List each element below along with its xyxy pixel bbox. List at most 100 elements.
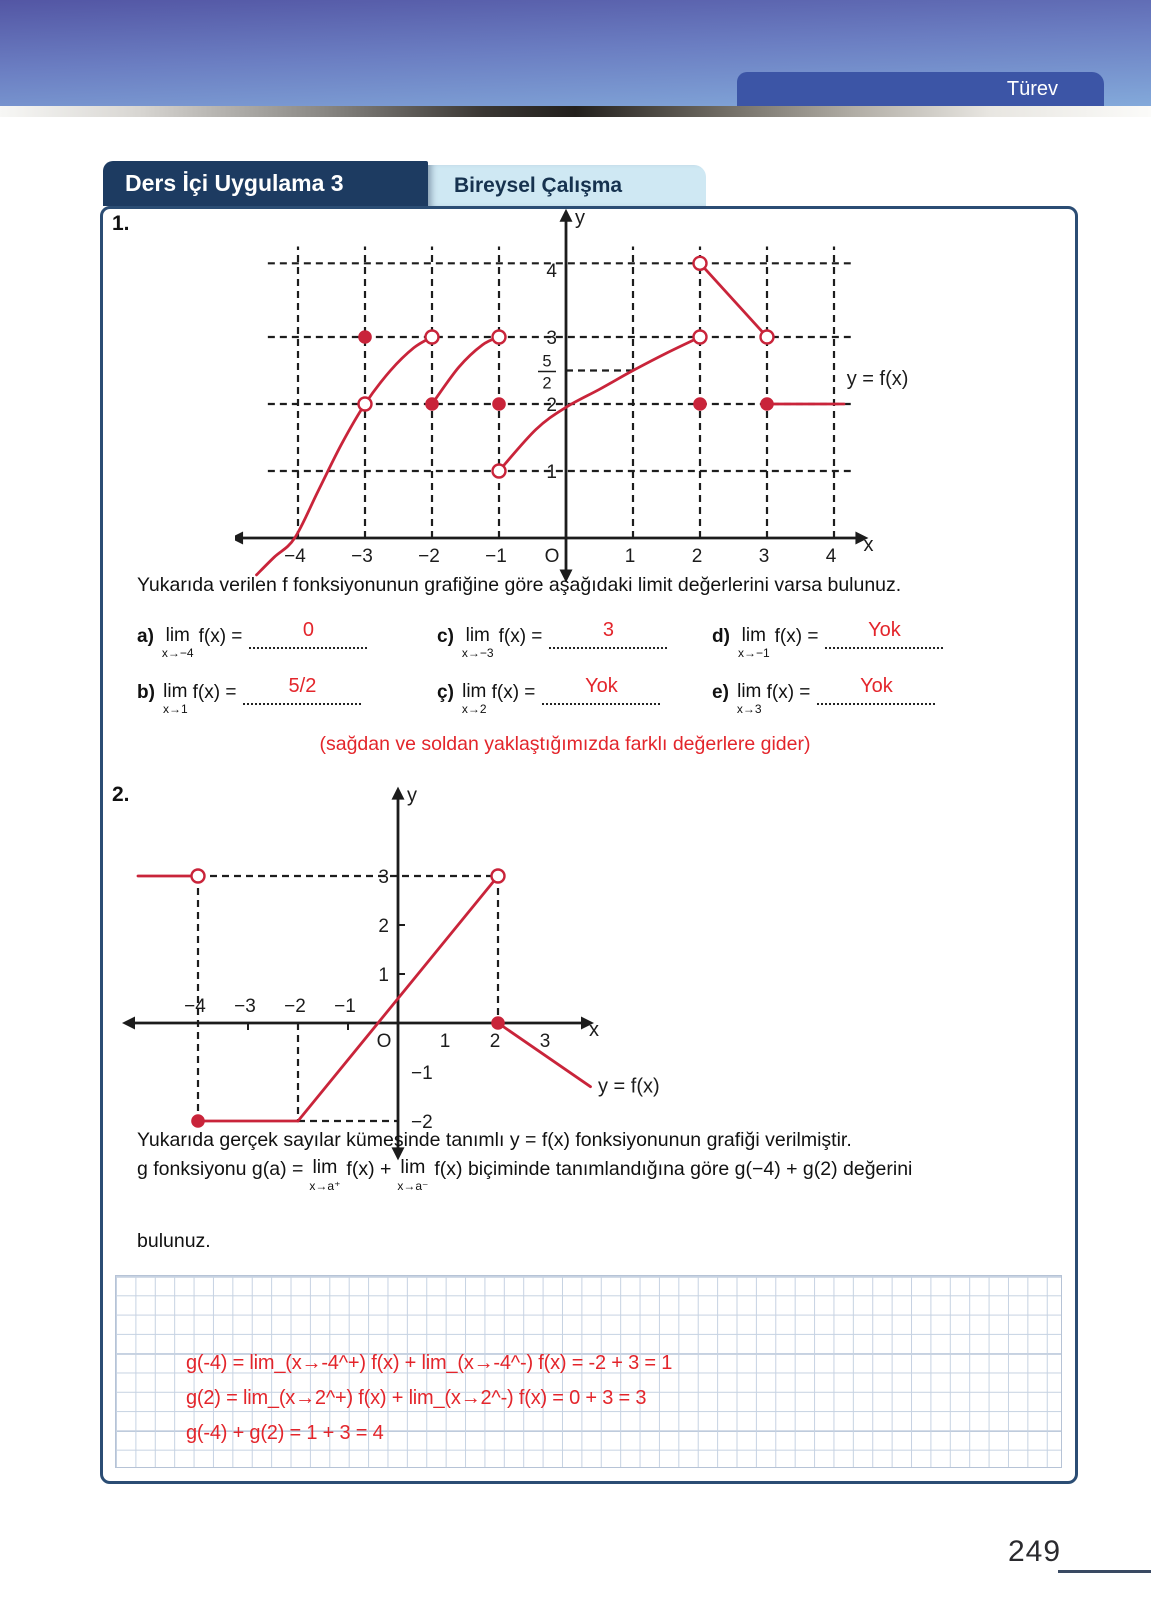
fx-equals: f(x) =	[198, 626, 243, 647]
page-number: 249	[1008, 1535, 1062, 1568]
handwritten-answer: Yok	[585, 675, 618, 697]
svg-text:O: O	[545, 546, 560, 567]
solution-grid-paper: g(-4) = lim_(x→-4^+) f(x) + lim_(x→-4^-)…	[115, 1275, 1062, 1468]
limit-subscript: x→−4	[161, 646, 194, 660]
limit-subscript: x→a⁻	[397, 1178, 429, 1193]
header-divider-band	[0, 106, 1151, 117]
answer-blank: 3	[549, 619, 668, 649]
svg-text:y = f(x): y = f(x)	[847, 368, 909, 390]
svg-text:y: y	[575, 207, 585, 229]
question2-number: 2.	[112, 783, 130, 806]
limit-notation-plus: lim x→a⁺	[309, 1156, 341, 1193]
svg-text:4: 4	[826, 546, 837, 567]
question1-prompt: Yukarıda verilen f fonksiyonunun grafiği…	[137, 574, 902, 596]
svg-text:2: 2	[490, 1031, 501, 1052]
svg-text:−4: −4	[284, 546, 306, 567]
handwritten-solution: g(-4) = lim_(x→-4^+) f(x) + lim_(x→-4^-)…	[186, 1346, 672, 1451]
fx-equals: f(x) =	[766, 682, 811, 703]
limit-subscript: x→1	[162, 702, 188, 716]
handwritten-answer: 5/2	[288, 675, 317, 697]
limit-notation: lim x→1	[162, 681, 188, 716]
limit-item-d: d) lim x→−1 f(x) = Yok	[712, 619, 944, 660]
question2-line2: g fonksiyonu g(a) = lim x→a⁺ f(x) + lim …	[137, 1156, 913, 1193]
svg-text:3: 3	[546, 328, 557, 349]
svg-text:3: 3	[378, 867, 389, 888]
limit-notation: lim x→−3	[461, 625, 494, 660]
handwritten-answer: 3	[602, 619, 614, 641]
fx-equals: f(x) =	[498, 626, 543, 647]
svg-text:x: x	[863, 534, 873, 556]
answer-blank: Yok	[825, 619, 944, 649]
svg-text:−1: −1	[411, 1063, 433, 1084]
fx-equals: f(x) =	[491, 682, 536, 703]
svg-text:1: 1	[378, 965, 389, 986]
svg-text:x: x	[589, 1019, 599, 1041]
lesson-title-tab: Ders İçi Uygulama 3	[103, 161, 428, 206]
limit-item-c: c) lim x→−3 f(x) = 3	[437, 619, 668, 660]
svg-text:O: O	[377, 1031, 392, 1052]
limit-subscript: x→−1	[737, 646, 770, 660]
limit-subscript: x→3	[736, 702, 762, 716]
svg-text:−3: −3	[234, 996, 256, 1017]
svg-text:2: 2	[692, 546, 703, 567]
question1-graph: x y O −4 −3 −2 −1 1 2 3 4 1 2 3 4 5 2 y = f(x)	[230, 205, 935, 597]
limit-item-b: b) lim x→1 f(x) = 5/2	[137, 675, 362, 716]
limit-notation-minus: lim x→a⁻	[397, 1156, 429, 1193]
limit-notation: lim x→−4	[161, 625, 194, 660]
svg-text:3: 3	[540, 1031, 551, 1052]
handwritten-answer: 0	[302, 619, 314, 641]
handwritten-answer: Yok	[860, 675, 893, 697]
item-key: a)	[137, 626, 154, 647]
lesson-subtitle-tab: Bireysel Çalışma	[428, 165, 706, 206]
svg-text:−2: −2	[418, 546, 440, 567]
answer-blank: Yok	[542, 675, 661, 705]
svg-text:1: 1	[625, 546, 636, 567]
handwritten-note: (sağdan ve soldan yaklaştığımızda farklı…	[319, 733, 811, 755]
limit-item-e: e) lim x→3 f(x) = Yok	[712, 675, 936, 716]
svg-text:1: 1	[440, 1031, 451, 1052]
chapter-tab-label: Türev	[1006, 78, 1058, 100]
content-box	[100, 206, 1078, 1484]
question2-graph: x y O −4 −3 −2 −1 1 2 3 3 2 1 −1 −2 y = f(x)	[115, 782, 675, 1164]
svg-text:1: 1	[546, 462, 557, 483]
svg-text:−3: −3	[351, 546, 373, 567]
limit-item-cedilla: ç) lim x→2 f(x) = Yok	[437, 675, 661, 716]
limit-subscript: x→2	[461, 702, 487, 716]
solution-line-3: g(-4) + g(2) = 1 + 3 = 4	[186, 1422, 384, 1444]
svg-text:−1: −1	[334, 996, 356, 1017]
item-key: d)	[712, 626, 730, 647]
svg-text:y: y	[407, 785, 417, 807]
lesson-title-label: Ders İçi Uygulama 3	[125, 170, 344, 196]
item-key: ç)	[437, 682, 454, 703]
limit-notation: lim x→−1	[737, 625, 770, 660]
fx-equals: f(x) =	[774, 626, 819, 647]
svg-text:−2: −2	[284, 996, 306, 1017]
solution-line-1: g(-4) = lim_(x→-4^+) f(x) + lim_(x→-4^-)…	[186, 1352, 673, 1374]
svg-text:5: 5	[542, 353, 551, 371]
svg-text:−2: −2	[411, 1112, 433, 1133]
chapter-tab: Türev	[737, 72, 1104, 106]
question2-line3: bulunuz.	[137, 1229, 211, 1252]
svg-text:y = f(x): y = f(x)	[598, 1076, 660, 1098]
answer-blank: Yok	[817, 675, 936, 705]
item-key: c)	[437, 626, 454, 647]
svg-text:4: 4	[546, 261, 557, 282]
svg-text:2: 2	[542, 375, 551, 393]
item-key: e)	[712, 682, 729, 703]
limit-item-a: a) lim x→−4 f(x) = 0	[137, 619, 368, 660]
limit-subscript: x→a⁺	[309, 1178, 341, 1193]
svg-text:2: 2	[546, 395, 557, 416]
fx-equals: f(x) =	[192, 682, 237, 703]
question2-line1: Yukarıda gerçek sayılar kümesinde tanıml…	[137, 1129, 852, 1151]
svg-text:3: 3	[759, 546, 770, 567]
question2-text: Yukarıda gerçek sayılar kümesinde tanıml…	[137, 1129, 1047, 1253]
answer-blank: 0	[249, 619, 368, 649]
page-number-rule	[1058, 1570, 1151, 1573]
limit-notation: lim x→3	[736, 681, 762, 716]
solution-line-2: g(2) = lim_(x→2^+) f(x) + lim_(x→2^-) f(…	[186, 1387, 647, 1409]
limit-subscript: x→−3	[461, 646, 494, 660]
svg-text:−1: −1	[485, 546, 507, 567]
question1-number: 1.	[112, 212, 130, 235]
handwritten-answer: Yok	[868, 619, 901, 641]
lesson-subtitle-label: Bireysel Çalışma	[454, 174, 623, 197]
